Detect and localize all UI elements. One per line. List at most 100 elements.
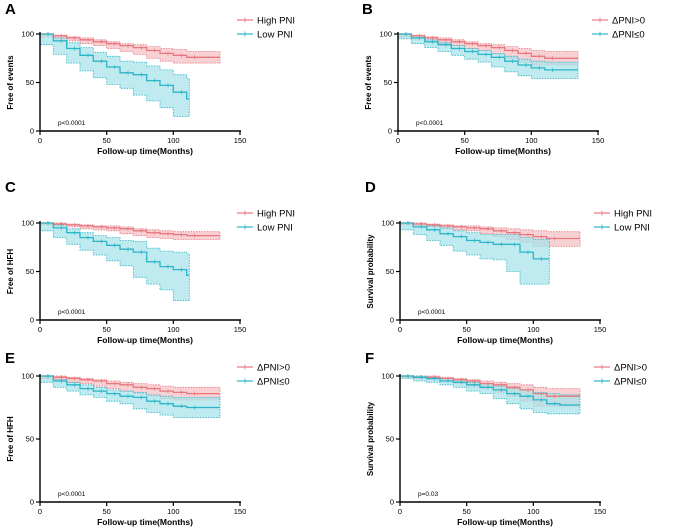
x-tick-label: 150 [592, 136, 605, 145]
x-tick-label: 150 [594, 325, 607, 334]
y-tick-label: 0 [388, 127, 392, 136]
x-tick-label: 50 [460, 136, 468, 145]
panel-letter: A [5, 1, 16, 18]
x-axis-label: Follow-up time(Months) [457, 517, 553, 527]
x-tick-label: 0 [38, 136, 42, 145]
legend-label: High PNI [257, 209, 295, 220]
y-axis-label: Free of events [364, 55, 373, 110]
panel-letter: E [5, 350, 15, 367]
x-axis-label: Follow-up time(Months) [455, 146, 551, 156]
x-tick-label: 0 [398, 507, 402, 516]
x-tick-label: 0 [396, 136, 400, 145]
y-tick-label: 100 [379, 30, 392, 39]
x-axis-label: Follow-up time(Months) [97, 146, 193, 156]
x-tick-label: 150 [234, 136, 247, 145]
y-tick-label: 100 [21, 372, 34, 381]
km-curve-low [400, 222, 550, 260]
y-tick-label: 50 [26, 267, 34, 276]
y-axis-label: Free of HFH [6, 249, 15, 295]
km-curve-high [40, 33, 220, 58]
y-tick-label: 0 [30, 127, 34, 136]
x-tick-label: 100 [167, 507, 180, 516]
y-tick-label: 50 [386, 435, 394, 444]
x-tick-label: 50 [102, 507, 110, 516]
y-tick-label: 100 [21, 30, 34, 39]
p-value: p<0.0001 [416, 120, 444, 127]
km-curve-low [398, 33, 578, 71]
km-curve-low [40, 375, 220, 409]
ci-band-low [399, 222, 550, 285]
x-tick-label: 50 [102, 136, 110, 145]
x-axis-label: Follow-up time(Months) [457, 335, 553, 345]
x-tick-label: 50 [102, 325, 110, 334]
legend-label: ΔPNI>0 [257, 363, 290, 374]
y-tick-label: 100 [21, 219, 34, 228]
panel-letter: C [5, 179, 16, 196]
y-tick-label: 0 [30, 316, 34, 325]
y-tick-label: 50 [386, 267, 394, 276]
km-curve-high [400, 222, 580, 240]
ci-band-high [39, 222, 221, 240]
x-tick-label: 50 [462, 507, 470, 516]
legend-label: High PNI [257, 16, 295, 27]
y-tick-label: 0 [30, 498, 34, 507]
legend-label: ΔPNI>0 [612, 16, 645, 27]
legend-label: ΔPNI>0 [614, 363, 647, 374]
p-value: p<0.0001 [58, 309, 86, 316]
p-value: p<0.0001 [58, 491, 86, 498]
y-axis-label: Free of HFH [6, 416, 15, 462]
y-tick-label: 50 [384, 78, 392, 87]
p-value: p=0.03 [418, 491, 438, 498]
x-tick-label: 0 [398, 325, 402, 334]
x-tick-label: 100 [167, 136, 180, 145]
legend-label: ΔPNI≤0 [614, 377, 647, 388]
y-axis-label: Survival probability [366, 401, 375, 476]
x-tick-label: 100 [527, 507, 540, 516]
y-tick-label: 0 [390, 498, 394, 507]
y-axis-label: Survival probability [366, 234, 375, 309]
y-tick-label: 100 [381, 372, 394, 381]
km-curve-low [40, 33, 190, 100]
ci-band-high [397, 33, 579, 66]
x-tick-label: 0 [38, 325, 42, 334]
panel-letter: F [365, 350, 374, 367]
x-tick-label: 100 [525, 136, 538, 145]
p-value: p<0.0001 [418, 309, 446, 316]
ci-band-low [39, 222, 190, 301]
km-curve-high [40, 222, 220, 237]
x-tick-label: 0 [38, 507, 42, 516]
x-tick-label: 150 [594, 507, 607, 516]
y-tick-label: 50 [26, 435, 34, 444]
y-tick-label: 0 [390, 316, 394, 325]
x-axis-label: Follow-up time(Months) [97, 335, 193, 345]
legend-label: High PNI [614, 209, 652, 220]
km-curve-high [400, 375, 580, 397]
y-tick-label: 50 [26, 78, 34, 87]
y-tick-label: 100 [381, 219, 394, 228]
y-axis-label: Free of events [6, 55, 15, 110]
km-curve-high [40, 375, 220, 395]
x-tick-label: 150 [234, 325, 247, 334]
x-tick-label: 100 [527, 325, 540, 334]
legend-label: ΔPNI≤0 [612, 30, 645, 41]
km-curve-low [40, 222, 190, 277]
legend-label: Low PNI [257, 223, 293, 234]
x-tick-label: 150 [234, 507, 247, 516]
panel-letter: D [365, 179, 376, 196]
km-curve-low [400, 375, 580, 406]
legend-label: Low PNI [614, 223, 650, 234]
panel-letter: B [362, 1, 373, 18]
x-axis-label: Follow-up time(Months) [97, 517, 193, 527]
x-tick-label: 50 [462, 325, 470, 334]
p-value: p<0.0001 [58, 120, 86, 127]
x-tick-label: 100 [167, 325, 180, 334]
legend-label: ΔPNI≤0 [257, 377, 290, 388]
ci-band-low [39, 33, 190, 117]
